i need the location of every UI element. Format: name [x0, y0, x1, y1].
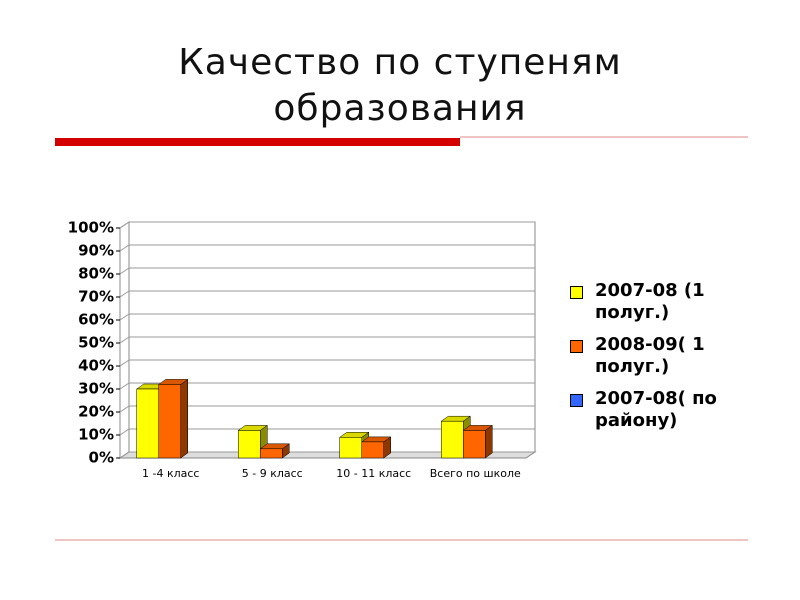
- bar: [463, 430, 486, 459]
- y-tick-label: 100%: [68, 219, 114, 237]
- y-tick-label: 30%: [78, 380, 114, 398]
- legend-label: 2008-09( 1 полуг.): [595, 334, 705, 377]
- grid-line: [119, 451, 130, 459]
- chart-title: Качество по ступеням образования: [178, 42, 622, 129]
- x-tick-label: 10 - 11 класс: [336, 467, 412, 480]
- y-tick-label: 60%: [78, 311, 114, 329]
- grid-line: [119, 221, 130, 229]
- x-tick-label: 5 - 9 класс: [241, 467, 303, 480]
- legend-label: 2007-08 (1 полуг.): [595, 280, 705, 323]
- legend-swatch: [570, 340, 583, 353]
- grid-line: [119, 405, 130, 413]
- y-tick-label: 50%: [78, 334, 114, 352]
- bar: [238, 430, 261, 459]
- bar: [158, 384, 181, 459]
- legend-item: 2008-09( 1 полуг.): [570, 334, 745, 378]
- grid-line: [119, 336, 130, 344]
- bar: [339, 437, 362, 459]
- y-tick-label: 90%: [78, 242, 114, 260]
- legend-item: 2007-08 (1 полуг.): [570, 280, 745, 324]
- grid-line: [119, 244, 130, 252]
- bar: [361, 441, 384, 459]
- grid-line: [119, 313, 130, 321]
- y-tick-label: 40%: [78, 357, 114, 375]
- grid-line: [119, 267, 130, 275]
- grid-line: [119, 359, 130, 367]
- bar: [136, 388, 159, 459]
- x-tick-label: 1 -4 класс: [142, 467, 200, 480]
- bar-side: [485, 424, 493, 459]
- legend-label: 2007-08( по району): [595, 388, 717, 431]
- y-tick-label: 10%: [78, 426, 114, 444]
- grid-line: [119, 290, 130, 298]
- accent-bar: [55, 138, 460, 146]
- y-tick-label: 70%: [78, 288, 114, 306]
- legend-swatch: [570, 286, 583, 299]
- x-tick-label: Всего по школе: [429, 467, 521, 480]
- y-tick-label: 20%: [78, 403, 114, 421]
- grid-line: [119, 428, 130, 436]
- legend-item: 2007-08( по району): [570, 388, 745, 432]
- bar-side: [180, 378, 188, 459]
- y-tick-label: 80%: [78, 265, 114, 283]
- bar: [260, 448, 283, 459]
- y-tick-label: 0%: [89, 449, 114, 467]
- legend-swatch: [570, 394, 583, 407]
- bar: [441, 420, 464, 459]
- grid-line: [119, 382, 130, 390]
- legend: 2007-08 (1 полуг.) 2008-09( 1 полуг.) 2007…: [570, 280, 745, 442]
